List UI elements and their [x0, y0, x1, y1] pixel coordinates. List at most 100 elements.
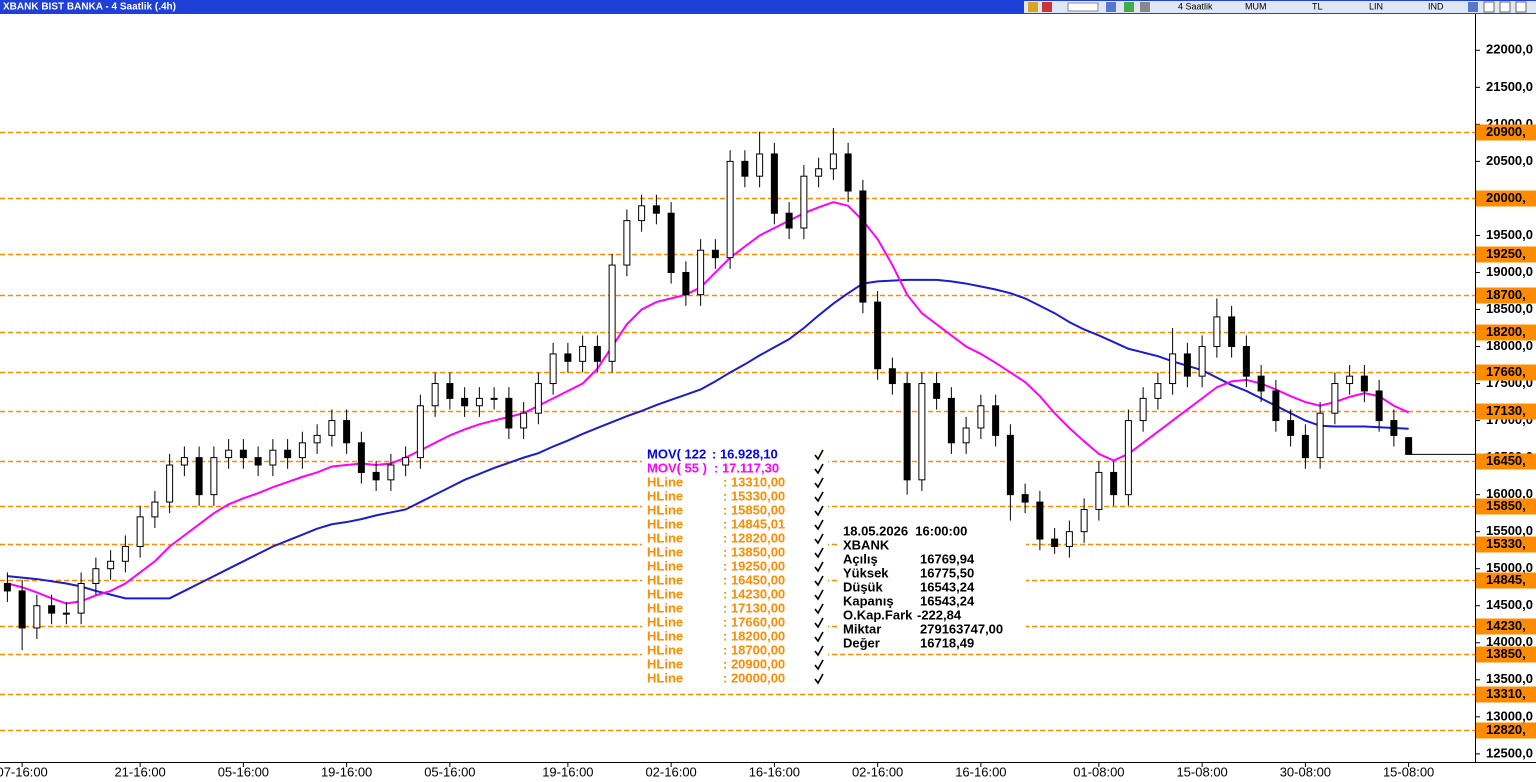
legend-check[interactable] [814, 645, 824, 657]
legend-value: : 13850,00 [723, 544, 785, 559]
legend-value: : 20000,00 [723, 670, 785, 685]
legend-name: MOV( 122 [647, 446, 706, 461]
legend-check[interactable] [814, 449, 824, 461]
candle-body [1154, 383, 1162, 399]
toolbar-item[interactable]: IND [1428, 1, 1444, 11]
candle-body [151, 501, 159, 518]
info-value: 16769,94 [920, 551, 975, 566]
hline-label-box [1476, 403, 1536, 420]
close[interactable] [1515, 1, 1527, 13]
hline-label: 17130, [1486, 403, 1526, 418]
hline-label: 17660, [1486, 364, 1526, 379]
legend-check[interactable] [814, 477, 824, 489]
hline-label: 15850, [1486, 498, 1526, 513]
candle-body [1124, 420, 1132, 496]
candle-body [1110, 471, 1118, 496]
minimize[interactable] [1483, 1, 1495, 13]
candle-body [874, 301, 882, 370]
candle-body [416, 405, 424, 459]
candle-body [593, 346, 601, 362]
candle-body [1287, 420, 1295, 436]
candle-body [1242, 346, 1250, 377]
candle-body [1228, 316, 1236, 348]
legend-check[interactable] [814, 589, 824, 601]
candle-body [298, 442, 306, 459]
y-tick-label: 18500,0 [1486, 301, 1533, 316]
candle-body [446, 383, 454, 399]
candle-body [1346, 375, 1354, 385]
legend-check[interactable] [814, 603, 824, 615]
toolbar-item[interactable]: LIN [1369, 1, 1383, 11]
legend-check[interactable] [814, 659, 824, 671]
candle-body [1316, 412, 1324, 459]
candle-body [490, 397, 498, 400]
y-tick-label: 18000,0 [1486, 338, 1533, 353]
hline-label: 13310, [1486, 686, 1526, 701]
legend-check[interactable] [814, 561, 824, 573]
candle-body [741, 160, 749, 177]
hline-label: 13850, [1486, 646, 1526, 661]
candle-body [579, 346, 587, 362]
legend-check[interactable] [814, 533, 824, 545]
candle-body [534, 383, 542, 414]
legend-name: HLine [647, 474, 683, 489]
hline-label: 18200, [1486, 324, 1526, 339]
candle-body [1198, 346, 1206, 377]
candle-body [62, 612, 70, 615]
dropdown[interactable] [1067, 2, 1099, 12]
hline-label-box [1476, 190, 1536, 207]
candle-body [166, 464, 174, 503]
candle-body [92, 568, 100, 585]
info-label: Açılış [843, 551, 878, 566]
hline-label: 18700, [1486, 287, 1526, 302]
info-label: O.Kap.Fark [843, 607, 913, 622]
candle-body [844, 153, 852, 192]
legend-check[interactable] [814, 505, 824, 517]
candle-body [992, 405, 1000, 436]
icon[interactable] [1106, 2, 1116, 12]
legend-check[interactable] [814, 575, 824, 587]
y-tick-label: 12500,0 [1486, 745, 1533, 760]
icon[interactable] [1042, 2, 1052, 12]
toolbar [1024, 1, 1536, 13]
candle-body [623, 220, 631, 266]
legend-panel [642, 447, 828, 689]
toolbar-item[interactable]: TL [1312, 1, 1323, 11]
x-tick-label: 01-08:00 [1073, 764, 1124, 779]
y-tick-label: 15000,0 [1486, 560, 1533, 575]
legend-check[interactable] [814, 617, 824, 629]
toolbar-item[interactable]: 4 Saatlik [1178, 1, 1213, 11]
hline-label-box [1476, 287, 1536, 304]
candle-body [608, 264, 616, 362]
hline-label-box [1476, 246, 1536, 263]
x-axis-panel [0, 762, 1536, 782]
icon[interactable] [1468, 2, 1478, 12]
legend-check[interactable] [814, 631, 824, 643]
hline-label-box [1476, 364, 1536, 381]
candle-body [48, 605, 56, 614]
icon[interactable] [1124, 2, 1134, 12]
moving-average-line [7, 201, 1410, 605]
legend-check[interactable] [814, 491, 824, 503]
legend-check[interactable] [814, 673, 824, 685]
legend-name: HLine [647, 642, 683, 657]
icon[interactable] [1140, 2, 1150, 12]
info-label: Kapanış [843, 593, 894, 608]
toolbar-item[interactable]: MUM [1245, 1, 1267, 11]
y-tick-label: 13500,0 [1486, 671, 1533, 686]
x-tick-label: 16-16:00 [955, 764, 1006, 779]
candle-body [933, 383, 941, 399]
legend-check[interactable] [814, 519, 824, 531]
x-tick-label: 19-16:00 [321, 764, 372, 779]
candle-body [947, 397, 955, 444]
candle-body [254, 457, 262, 466]
hline-label: 20900, [1486, 124, 1526, 139]
legend-check[interactable] [814, 547, 824, 559]
icon[interactable] [1028, 2, 1038, 12]
hline-label-box [1476, 572, 1536, 589]
legend-check[interactable] [814, 463, 824, 475]
x-tick-label: 15-08:00 [1176, 764, 1227, 779]
toolbar-icons [1028, 1, 1527, 13]
maximize[interactable] [1499, 1, 1511, 13]
